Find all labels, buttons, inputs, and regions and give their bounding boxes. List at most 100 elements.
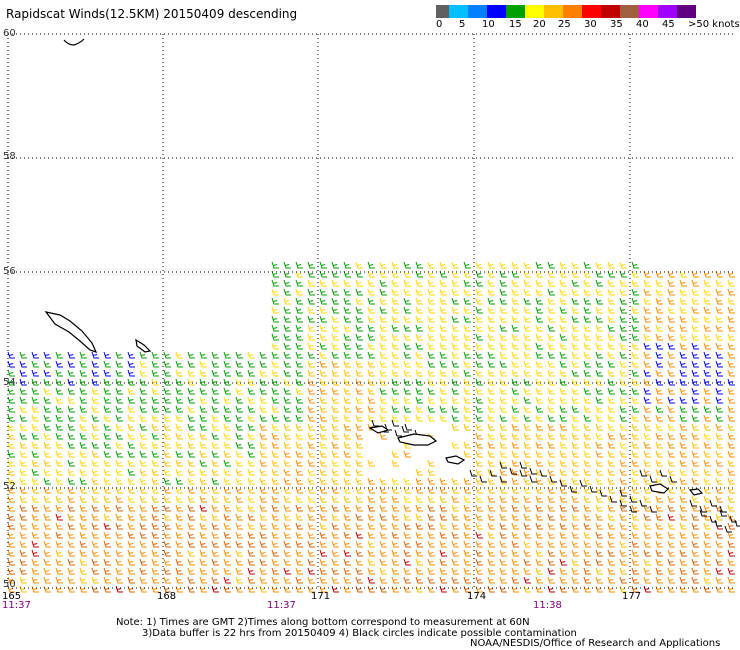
wind-barb bbox=[43, 567, 51, 575]
wind-barb bbox=[715, 495, 723, 503]
wind-barb bbox=[139, 504, 147, 512]
wind-barb bbox=[379, 342, 387, 350]
wind-barb bbox=[247, 468, 255, 476]
wind-barb bbox=[607, 369, 615, 377]
wind-barb bbox=[631, 279, 639, 287]
wind-barb bbox=[535, 576, 543, 584]
wind-barb bbox=[259, 531, 267, 539]
wind-barb bbox=[391, 297, 399, 305]
wind-barb bbox=[535, 423, 543, 431]
wind-barb bbox=[79, 567, 87, 575]
wind-barb bbox=[559, 477, 567, 485]
wind-barb bbox=[307, 450, 315, 458]
wind-barb bbox=[559, 549, 567, 557]
wind-barb bbox=[679, 414, 687, 422]
wind-barb bbox=[679, 315, 687, 323]
wind-barb bbox=[547, 261, 555, 269]
wind-barb bbox=[415, 540, 423, 548]
wind-barb bbox=[415, 531, 423, 539]
wind-barb bbox=[55, 387, 63, 395]
wind-barb bbox=[391, 315, 399, 323]
wind-barb bbox=[283, 369, 291, 377]
scale-swatch bbox=[563, 5, 582, 18]
wind-barb bbox=[535, 333, 543, 341]
wind-barb bbox=[391, 270, 399, 278]
wind-barb bbox=[283, 360, 291, 368]
wind-barb bbox=[295, 486, 303, 494]
wind-barb bbox=[319, 288, 327, 296]
wind-barb bbox=[727, 279, 735, 287]
wind-barb bbox=[103, 585, 111, 593]
wind-barb bbox=[595, 513, 603, 521]
wind-barb bbox=[331, 270, 339, 278]
wind-barb bbox=[535, 477, 543, 485]
wind-barb bbox=[115, 495, 123, 503]
wind-barb bbox=[199, 450, 207, 458]
wind-barb bbox=[403, 513, 411, 521]
wind-barb bbox=[523, 459, 531, 467]
wind-barb bbox=[31, 531, 39, 539]
wind-barb bbox=[559, 315, 567, 323]
wind-barb bbox=[607, 279, 615, 287]
wind-barb bbox=[355, 306, 363, 314]
wind-barb bbox=[271, 567, 279, 575]
wind-barb-contaminated bbox=[719, 509, 727, 517]
wind-barb bbox=[19, 531, 27, 539]
wind-barb bbox=[679, 441, 687, 449]
wind-barb bbox=[619, 540, 627, 548]
wind-barb bbox=[343, 378, 351, 386]
wind-barb bbox=[667, 369, 675, 377]
wind-barb bbox=[379, 405, 387, 413]
wind-barb bbox=[355, 333, 363, 341]
wind-barb bbox=[427, 369, 435, 377]
wind-barb-contaminated bbox=[509, 467, 517, 475]
wind-barb bbox=[691, 450, 699, 458]
wind-barb bbox=[439, 342, 447, 350]
wind-barb bbox=[655, 441, 663, 449]
wind-barb bbox=[583, 576, 591, 584]
wind-barb bbox=[475, 360, 483, 368]
wind-barb bbox=[151, 360, 159, 368]
wind-barb bbox=[595, 333, 603, 341]
wind-barb bbox=[211, 459, 219, 467]
wind-barb bbox=[343, 270, 351, 278]
wind-barb bbox=[559, 405, 567, 413]
wind-barb bbox=[247, 441, 255, 449]
wind-barb bbox=[151, 414, 159, 422]
scale-swatch bbox=[620, 5, 639, 18]
wind-barb-contaminated bbox=[489, 469, 497, 477]
wind-barb bbox=[379, 261, 387, 269]
wind-barb bbox=[703, 279, 711, 287]
wind-barb bbox=[307, 567, 315, 575]
wind-barb bbox=[535, 279, 543, 287]
wind-barb bbox=[115, 387, 123, 395]
wind-barb bbox=[547, 369, 555, 377]
wind-barb bbox=[115, 486, 123, 494]
wind-barb bbox=[475, 450, 483, 458]
wind-barb bbox=[523, 270, 531, 278]
wind-barb bbox=[691, 306, 699, 314]
wind-barb bbox=[343, 540, 351, 548]
wind-barb bbox=[487, 441, 495, 449]
wind-barb bbox=[571, 477, 579, 485]
wind-barb bbox=[655, 459, 663, 467]
wind-barb bbox=[319, 522, 327, 530]
wind-barb bbox=[355, 531, 363, 539]
wind-barb bbox=[115, 414, 123, 422]
wind-barb bbox=[247, 459, 255, 467]
scale-label: 15 bbox=[509, 19, 522, 30]
wind-barb bbox=[427, 585, 435, 593]
wind-barb bbox=[667, 585, 675, 593]
wind-barb bbox=[55, 585, 63, 593]
wind-barb bbox=[667, 279, 675, 287]
wind-barb bbox=[211, 576, 219, 584]
wind-barb bbox=[463, 495, 471, 503]
wind-barb bbox=[523, 495, 531, 503]
wind-barb bbox=[115, 522, 123, 530]
wind-barb bbox=[163, 405, 171, 413]
wind-barb bbox=[535, 432, 543, 440]
wind-barb bbox=[343, 567, 351, 575]
wind-barb bbox=[343, 306, 351, 314]
wind-barb bbox=[331, 261, 339, 269]
wind-barb bbox=[295, 423, 303, 431]
